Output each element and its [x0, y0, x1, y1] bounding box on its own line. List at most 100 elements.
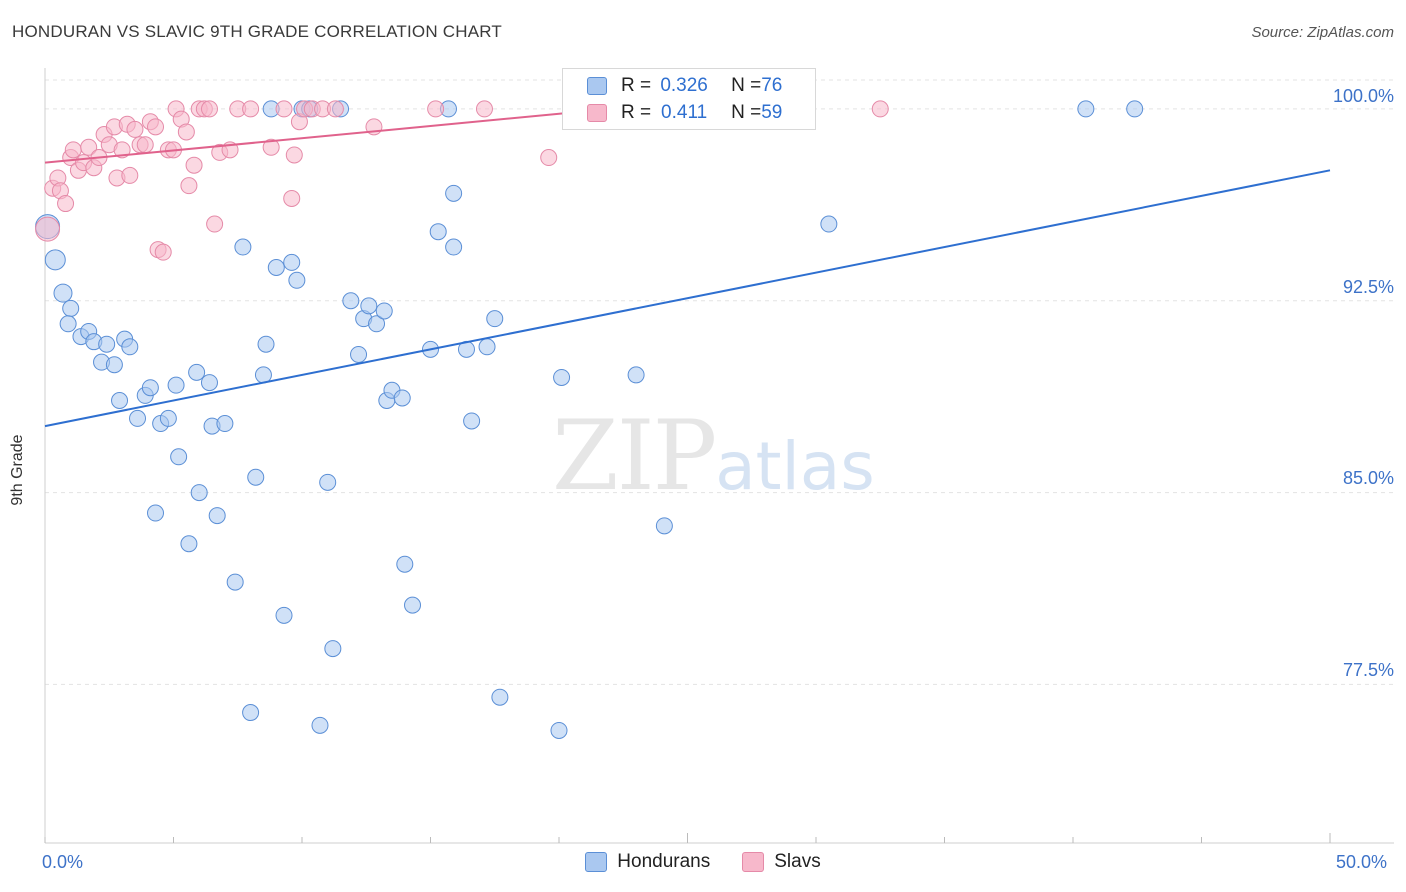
series-legend: Hondurans Slavs: [0, 851, 1406, 873]
hondurans-point-34: [257, 335, 275, 353]
hondurans-n-label: N =: [731, 75, 762, 96]
hondurans-point-56: [404, 596, 422, 614]
hondurans-trend-line: [44, 169, 1331, 428]
watermark-zip: ZIP: [552, 400, 717, 512]
hondurans-point-36: [267, 259, 285, 277]
legend-hondurans-label: Hondurans: [617, 851, 711, 872]
hondurans-point-1: [44, 249, 66, 271]
legend-slavs-swatch: [742, 852, 765, 872]
hondurans-point-70: [655, 517, 673, 535]
hondurans-point-21: [188, 363, 206, 381]
hondurans-point-49: [360, 297, 378, 315]
legend-row-hondurans: R = 0.326 N = 76: [587, 73, 782, 99]
hondurans-point-74: [1077, 100, 1095, 118]
slavs-r-value: 0.411: [661, 102, 708, 123]
slavs-point-16: [113, 141, 131, 159]
hondurans-point-61: [445, 238, 463, 256]
stats-legend: R = 0.326 N = 76 R = 0.411 N = 59: [562, 68, 816, 130]
slavs-point-53: [540, 149, 558, 167]
hondurans-point-20: [170, 448, 188, 466]
hondurans-point-28: [208, 507, 226, 525]
hondurans-point-66: [491, 688, 509, 706]
slavs-point-4: [57, 195, 75, 213]
slavs-trend-line: [44, 107, 611, 164]
hondurans-point-22: [190, 484, 208, 502]
hondurans-point-42: [311, 716, 329, 734]
slavs-point-19: [121, 166, 139, 184]
hondurans-point-46: [342, 292, 360, 310]
hondurans-point-55: [396, 555, 414, 573]
slavs-point-21: [136, 136, 154, 154]
hondurans-point-2: [53, 283, 73, 303]
hondurans-point-67: [550, 721, 568, 739]
hondurans-point-23: [200, 374, 218, 392]
zipatlas-watermark: ZIPatlas: [552, 400, 875, 512]
hondurans-point-58: [429, 223, 447, 241]
hondurans-point-26: [147, 504, 165, 522]
y-axis-label: 9th Grade: [9, 434, 26, 506]
slavs-r-label: R =: [621, 102, 652, 123]
slavs-point-18: [126, 120, 144, 138]
slavs-swatch: [587, 104, 607, 122]
hondurans-point-10: [105, 356, 123, 374]
legend-row-slavs: R = 0.411 N = 59: [587, 100, 782, 126]
hondurans-point-9: [98, 335, 116, 353]
slavs-point-51: [427, 100, 445, 118]
slavs-point-40: [242, 100, 260, 118]
hondurans-point-39: [288, 271, 306, 289]
slavs-n-label: N =: [731, 102, 762, 123]
hondurans-point-54: [393, 389, 411, 407]
hondurans-point-27: [180, 535, 198, 553]
hondurans-point-31: [242, 704, 260, 722]
slavs-point-52: [475, 100, 493, 118]
hondurans-r-value: 0.326: [660, 75, 708, 96]
hondurans-point-43: [319, 473, 337, 491]
hondurans-point-13: [111, 392, 129, 410]
hondurans-point-3: [62, 299, 80, 317]
legend-hondurans-swatch: [585, 852, 608, 872]
slavs-point-36: [206, 215, 224, 233]
slavs-point-9: [80, 138, 98, 156]
hondurans-point-47: [350, 345, 368, 363]
hondurans-point-69: [627, 366, 645, 384]
hondurans-point-64: [478, 338, 496, 356]
hondurans-n-value: 76: [761, 75, 783, 96]
legend-item-hondurans[interactable]: Hondurans: [585, 851, 710, 873]
hondurans-point-65: [486, 310, 504, 328]
hondurans-r-label: R =: [621, 75, 652, 96]
slavs-point-23: [147, 118, 165, 136]
y-tick-label-100: 100.0%: [1332, 86, 1394, 106]
slavs-point-41: [262, 138, 280, 156]
hondurans-point-19: [167, 376, 185, 394]
hondurans-point-14: [129, 409, 147, 427]
slavs-point-42: [275, 100, 293, 118]
hondurans-swatch: [587, 77, 607, 95]
hondurans-point-75: [1126, 100, 1144, 118]
slavs-point-58: [871, 100, 889, 118]
hondurans-point-50: [368, 315, 386, 333]
hondurans-point-30: [234, 238, 252, 256]
hondurans-point-73: [820, 215, 838, 233]
x-tick-label-max: 50.0%: [1336, 852, 1388, 872]
hondurans-point-51: [375, 302, 393, 320]
slavs-point-43: [283, 189, 301, 207]
hondurans-point-38: [283, 253, 301, 271]
slavs-point-30: [177, 123, 195, 141]
y-tick-label-77-5: 77.5%: [1342, 660, 1394, 680]
legend-item-slavs[interactable]: Slavs: [742, 851, 821, 873]
chart-title: HONDURAN VS SLAVIC 9TH GRADE CORRELATION…: [12, 22, 502, 41]
hondurans-point-68: [553, 368, 571, 386]
slavs-point-35: [200, 100, 218, 118]
legend-slavs-label: Slavs: [774, 851, 821, 872]
hondurans-point-25: [216, 415, 234, 433]
y-tick-label-92-5: 92.5%: [1342, 277, 1394, 297]
y-tick-label-85: 85.0%: [1342, 468, 1394, 488]
slavs-point-25: [154, 243, 172, 261]
slavs-n-value: 59: [761, 102, 783, 123]
hondurans-point-29: [226, 573, 244, 591]
source-label: Source: ZipAtlas.com: [1251, 24, 1394, 41]
x-tick-label-min: 0.0%: [42, 852, 84, 872]
hondurans-point-32: [247, 468, 265, 486]
slavs-point-49: [326, 100, 344, 118]
